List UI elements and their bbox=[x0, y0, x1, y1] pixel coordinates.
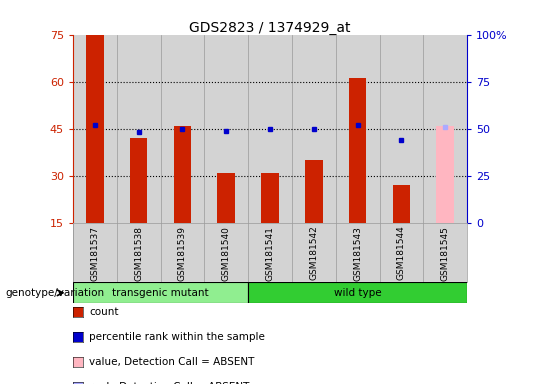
Bar bbox=[218, 172, 235, 223]
Text: percentile rank within the sample: percentile rank within the sample bbox=[89, 332, 265, 342]
Bar bbox=[174, 126, 191, 223]
Text: GSM181544: GSM181544 bbox=[397, 226, 406, 280]
Bar bbox=[160, 35, 204, 223]
Text: GDS2823 / 1374929_at: GDS2823 / 1374929_at bbox=[189, 21, 351, 35]
Text: GSM181542: GSM181542 bbox=[309, 226, 318, 280]
Text: GSM181540: GSM181540 bbox=[222, 226, 231, 281]
Bar bbox=[349, 78, 366, 223]
Text: transgenic mutant: transgenic mutant bbox=[112, 288, 209, 298]
Bar bbox=[204, 35, 248, 223]
Bar bbox=[73, 35, 117, 223]
Text: GSM181541: GSM181541 bbox=[266, 226, 274, 281]
Bar bbox=[261, 172, 279, 223]
Text: GSM181545: GSM181545 bbox=[441, 226, 450, 281]
Text: genotype/variation: genotype/variation bbox=[5, 288, 105, 298]
Bar bbox=[380, 35, 423, 223]
Bar bbox=[248, 282, 467, 303]
Bar bbox=[86, 35, 104, 223]
Bar bbox=[393, 185, 410, 223]
Bar bbox=[248, 35, 292, 223]
Text: GSM181543: GSM181543 bbox=[353, 226, 362, 281]
Text: GSM181539: GSM181539 bbox=[178, 226, 187, 281]
Bar bbox=[423, 35, 467, 223]
Text: wild type: wild type bbox=[334, 288, 381, 298]
Bar bbox=[73, 282, 248, 303]
Text: count: count bbox=[89, 307, 119, 317]
Text: rank, Detection Call = ABSENT: rank, Detection Call = ABSENT bbox=[89, 382, 249, 384]
Bar bbox=[336, 35, 380, 223]
Bar bbox=[305, 160, 322, 223]
Text: value, Detection Call = ABSENT: value, Detection Call = ABSENT bbox=[89, 357, 254, 367]
Bar bbox=[292, 35, 336, 223]
Bar bbox=[130, 138, 147, 223]
Bar bbox=[436, 126, 454, 223]
Bar bbox=[117, 35, 160, 223]
Text: GSM181538: GSM181538 bbox=[134, 226, 143, 281]
Text: GSM181537: GSM181537 bbox=[90, 226, 99, 281]
